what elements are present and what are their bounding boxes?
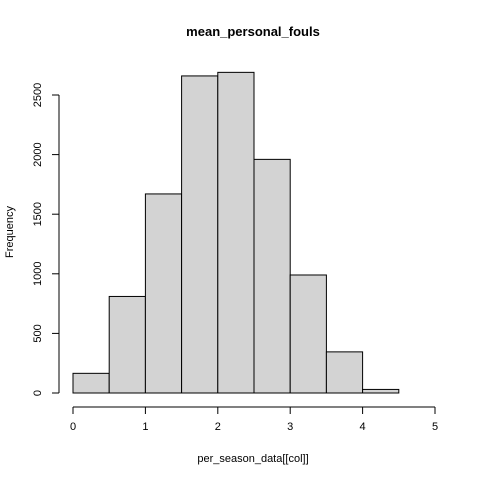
y-tick-label: 1500 (32, 202, 44, 226)
y-axis-label: Frequency (4, 206, 16, 258)
x-tick-label: 3 (287, 421, 293, 433)
x-tick-label: 5 (432, 421, 438, 433)
y-tick-label: 500 (32, 324, 44, 342)
x-tick-label: 4 (360, 421, 366, 433)
histogram-bar (217, 71, 255, 394)
y-axis: 0 500 1000 1500 2000 2500 (32, 83, 60, 396)
y-tick-label: 0 (32, 390, 44, 396)
bars-group (72, 71, 400, 394)
x-axis: 0 1 2 3 4 5 (70, 406, 438, 433)
histogram-bar (72, 372, 110, 394)
histogram-bar (181, 75, 219, 394)
histogram-bar (289, 274, 327, 394)
histogram-bar (253, 158, 291, 394)
y-tick-label: 1000 (32, 262, 44, 286)
y-tick-label: 2500 (32, 83, 44, 107)
x-tick-label: 2 (215, 421, 221, 433)
x-axis-label: per_season_data[[col]] (197, 453, 308, 465)
y-tick-label: 2000 (32, 142, 44, 166)
histogram-bar (325, 351, 364, 394)
x-tick-label: 0 (70, 421, 76, 433)
histogram-bar (362, 388, 400, 394)
histogram-bar (108, 295, 146, 394)
x-tick-label: 1 (142, 421, 148, 433)
histogram-bar (144, 193, 183, 394)
chart-title: mean_personal_fouls (186, 24, 320, 39)
